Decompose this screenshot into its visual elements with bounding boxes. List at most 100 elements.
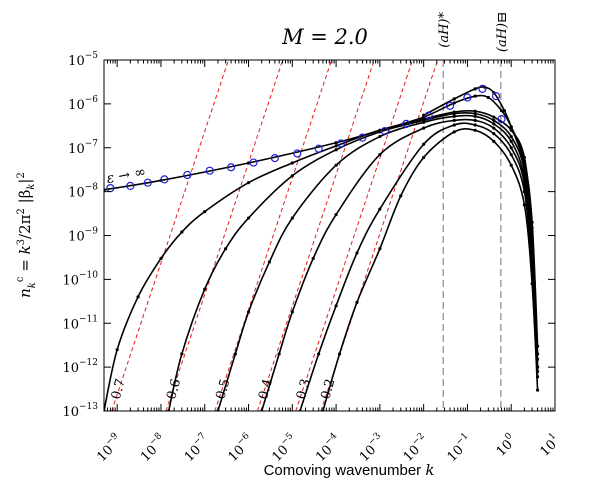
x-tick-label-8: 10−1 (442, 431, 476, 465)
series-label-1: 0.6 (164, 377, 184, 401)
series-label-3: 0.4 (256, 377, 276, 401)
series-0-point-2 (136, 295, 140, 299)
series-2-point-4 (290, 216, 294, 220)
series-7-point-0 (422, 113, 426, 117)
series-label-2: 0.5 (214, 377, 234, 401)
circle-marker-5 (205, 166, 214, 175)
series-5-point-4 (399, 194, 403, 198)
x-tick-label-10: 101 (535, 431, 563, 459)
series-0-point-13 (492, 115, 496, 119)
series-5-point-8 (492, 139, 496, 143)
series-4-point-6 (452, 123, 456, 127)
circle-marker-4 (183, 170, 192, 180)
series-3-point-5 (378, 152, 382, 157)
series-label-4: 0.3 (294, 377, 314, 401)
series-2-point-2 (246, 310, 251, 314)
series-4-point-5 (422, 142, 426, 146)
series-label-5: 0.2 (319, 377, 339, 401)
series-7-point-6 (509, 125, 513, 129)
series-label-0: 0.7 (109, 377, 129, 401)
series-2-point-9 (473, 114, 477, 118)
series-4-point-10 (522, 190, 526, 194)
series-7-point-1 (452, 97, 456, 101)
series-5-point-11 (530, 282, 534, 286)
series-5-point-3 (378, 247, 382, 251)
circle-markers (106, 84, 506, 193)
red-asymptote-2 (214, 60, 333, 411)
red-asymptote-3 (256, 60, 375, 411)
series-line-7 (423, 86, 539, 354)
series-0-point-3 (159, 256, 163, 261)
series-0-point-12 (473, 109, 477, 113)
series-3-point-1 (277, 352, 281, 356)
series-1-point-4 (246, 216, 251, 220)
y-tick-label-8: 10−13 (62, 402, 98, 420)
circle-marker-20 (497, 114, 506, 124)
series-1-point-10 (473, 112, 477, 116)
series-0-point-4 (180, 230, 184, 234)
circle-marker-18 (478, 84, 487, 93)
x-tick-label-2: 10−7 (180, 431, 214, 465)
series-5-point-9 (509, 163, 513, 167)
y-tick-label-1: 10−6 (68, 95, 98, 113)
series-0-point-5 (203, 210, 207, 214)
series-6-point-4 (378, 128, 382, 132)
series-0-point-6 (246, 181, 251, 185)
circle-marker-15 (424, 111, 433, 120)
svg-text:nkc = k3/2π2 |βk|2: nkc = k3/2π2 |βk|2 (15, 172, 38, 298)
red-asymptote-4 (295, 60, 414, 411)
red-asymptote-0 (111, 60, 229, 411)
series-7 (422, 85, 540, 356)
red-asymptote-1 (165, 60, 284, 411)
series-1-point-2 (203, 287, 207, 291)
series-3-point-2 (290, 310, 294, 314)
circle-marker-12 (358, 133, 367, 142)
circle-marker-2 (143, 178, 152, 187)
series-5-point-1 (337, 352, 342, 356)
x-tick-label-5: 10−4 (311, 431, 345, 465)
series-1-point-12 (509, 134, 513, 139)
series-7-point-8 (530, 226, 534, 230)
series-7-point-9 (535, 352, 540, 356)
series-3-point-8 (473, 118, 477, 123)
y-tick-label-3: 10−8 (68, 183, 98, 201)
series-2-point-1 (233, 352, 237, 356)
series-2-point-7 (422, 120, 426, 124)
series-6-point-8 (486, 95, 490, 100)
y-tick-label-0: 10−5 (68, 51, 98, 69)
series-2-point-8 (452, 114, 456, 118)
series-2-point-5 (334, 163, 338, 167)
series-3-point-6 (422, 126, 426, 130)
x-tick-label-0: 10−9 (92, 431, 126, 465)
series-5-point-5 (422, 155, 426, 160)
series-3-point-7 (452, 118, 456, 123)
series-2-point-6 (378, 134, 382, 139)
annotation-labels: (aH)* (aH)⊟ ε → ∞ 0.7 0.6 0.5 0.4 0.3 0.2 (105, 12, 510, 402)
series-6-point-2 (246, 161, 251, 165)
circle-marker-3 (160, 175, 169, 184)
series-5-point-6 (452, 130, 456, 134)
series-1-point-9 (452, 112, 456, 116)
series-4-point-1 (317, 352, 321, 356)
series-6-point-7 (473, 94, 477, 98)
circle-marker-9 (293, 149, 302, 158)
circle-marker-10 (314, 144, 323, 153)
circle-marker-17 (463, 93, 472, 102)
x-tick-label-6: 10−3 (355, 431, 389, 465)
series-7-point-5 (502, 109, 507, 113)
y-tick-label-2: 10−7 (68, 139, 98, 157)
x-axis-label: Comoving wavenumber k (264, 461, 435, 479)
epsilon-label: ε → ∞ (105, 164, 147, 187)
circle-marker-14 (402, 119, 411, 128)
series-4-point-8 (492, 132, 496, 136)
y-tick-label-6: 10−11 (62, 314, 98, 332)
plot-background (104, 60, 555, 411)
series-3-point-4 (334, 212, 338, 217)
x-tick-label-7: 10−2 (399, 431, 433, 465)
circle-marker-7 (249, 158, 258, 167)
plot-area (104, 60, 555, 411)
series-0-point-7 (290, 161, 294, 165)
series-2-point-3 (267, 260, 272, 264)
series-3-point-10 (509, 146, 513, 150)
